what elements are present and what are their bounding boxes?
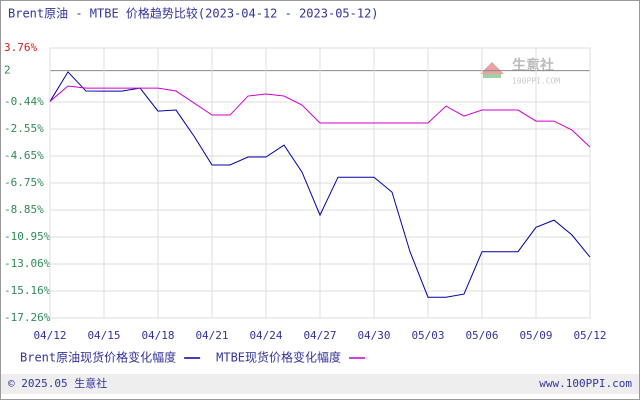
footer-right: www.100PPI.com xyxy=(539,377,632,390)
series-line xyxy=(49,85,591,148)
x-tick-label: 05/09 xyxy=(519,329,552,342)
watermark-logo xyxy=(483,74,501,78)
watermark-name: 生意社 xyxy=(512,57,554,74)
y-tick-label: -8.85% xyxy=(4,203,44,216)
y-tick-label: -10.95% xyxy=(4,230,51,243)
y-tick-label: -15.16% xyxy=(4,284,51,297)
x-tick-label: 04/27 xyxy=(303,329,336,342)
x-tick-label: 04/18 xyxy=(141,329,174,342)
x-tick-label: 05/12 xyxy=(573,329,606,342)
x-tick-label: 05/03 xyxy=(411,329,444,342)
chart-title: Brent原油 - MTBE 价格趋势比较(2023-04-12 - 2023-… xyxy=(8,6,379,21)
legend-label: Brent原油现货价格变化幅度 xyxy=(20,350,176,365)
x-tick-label: 04/24 xyxy=(249,329,282,342)
y-tick-label: 2 xyxy=(4,64,11,77)
y-tick-label: -17.26% xyxy=(4,311,51,324)
y-tick-label: -4.65% xyxy=(4,149,44,162)
footer-band xyxy=(1,374,639,394)
x-tick-label: 04/12 xyxy=(33,329,66,342)
footer-left: © 2025.05 生意社 xyxy=(8,376,107,390)
x-tick-label: 04/15 xyxy=(87,329,120,342)
x-tick-label: 05/06 xyxy=(465,329,498,342)
x-tick-label: 04/21 xyxy=(195,329,228,342)
x-tick-label: 04/30 xyxy=(357,329,390,342)
y-tick-label: -6.75% xyxy=(4,176,44,189)
y-tick-label: -13.06% xyxy=(4,257,51,270)
legend-label: MTBE现货价格变化幅度 xyxy=(216,350,341,365)
y-tick-label: -0.44% xyxy=(4,95,44,108)
y-tick-label: -2.55% xyxy=(4,122,44,135)
y-tick-label: 3.76% xyxy=(4,41,37,54)
